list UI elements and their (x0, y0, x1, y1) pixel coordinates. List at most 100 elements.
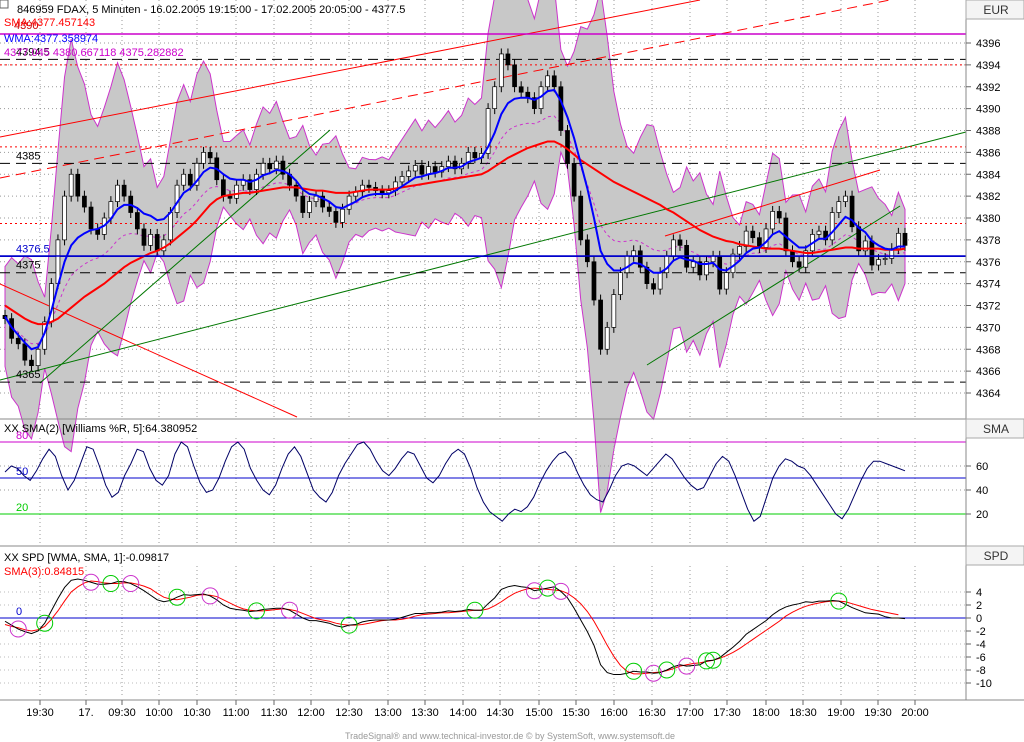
price-tick-label: 4384 (976, 169, 1000, 181)
candle-body (829, 212, 835, 241)
spd-subtitle: SMA(3):0.84815 (4, 566, 84, 578)
williams-level-label: 20 (16, 502, 28, 514)
crossover-circle (36, 614, 54, 632)
candle-body (260, 162, 266, 175)
candle-body (816, 230, 822, 235)
williams-levels: 80 50 20 (0, 430, 966, 515)
right-axes: EUR 4364 4366 4368 4370 4372 4374 4376 4378 4380… (965, 0, 1024, 700)
price-tick-label: 4364 (976, 388, 1000, 400)
crossover-circle (168, 588, 186, 606)
candle-body (532, 97, 537, 109)
candle-body (399, 176, 405, 183)
candle-body (697, 261, 703, 276)
time-tick-label: 13:30 (411, 707, 439, 719)
candle-body (29, 359, 34, 367)
time-tick-label: 17. (78, 707, 93, 719)
crossover-markers (9, 573, 848, 682)
time-tick-label: 16:30 (638, 707, 666, 719)
time-tick-label: 17:00 (676, 707, 704, 719)
candle-body (565, 130, 570, 164)
time-tick-label: 13:00 (374, 707, 402, 719)
candle-body (618, 272, 623, 295)
candle-body (551, 75, 557, 88)
candle-body (68, 173, 74, 197)
candle-body (234, 184, 239, 199)
candle-body (254, 173, 259, 190)
candle-body (505, 53, 511, 66)
candle-body (320, 195, 325, 208)
time-tick-label: 19:30 (26, 707, 54, 719)
candle-body (419, 165, 425, 175)
footer-credit: TradeSignal® and www.technical-investor.… (345, 731, 675, 741)
chart-title: 846959 FDAX, 5 Minuten - 16.02.2005 19:1… (17, 4, 405, 16)
time-tick-label: 17:30 (713, 707, 741, 719)
candle-body (770, 211, 775, 230)
candle-body (611, 294, 617, 328)
candle-body (201, 152, 206, 164)
candle-body (737, 246, 742, 255)
window-menu-icon[interactable] (0, 0, 9, 9)
price-panel: 4394.5 4385 4376.5 4375 4365 846959 FDAX, 5 … (0, 0, 967, 513)
spd-line (4, 578, 906, 676)
crossover-circle (552, 582, 570, 600)
price-tick-label: 4378 (976, 235, 1000, 247)
candle-body (135, 212, 140, 230)
spd-tick-label: 4 (976, 587, 982, 599)
candle-body (690, 261, 696, 268)
williams-title: XX SMA(2) [Williams %R, 5]:64.380952 (4, 423, 197, 435)
candle-body (221, 179, 226, 197)
price-tick-label: 4370 (976, 322, 1000, 334)
spd-tick-label: -6 (976, 652, 986, 664)
candle-body (187, 173, 193, 186)
candle-body (796, 261, 802, 268)
candle-body (247, 179, 253, 190)
price-axis-ticks: 4364 4366 4368 4370 4372 4374 4376 4378 4380 4382… (966, 38, 1000, 400)
candle-body (154, 234, 160, 252)
wma-label: WMA:4377.358974 (4, 33, 98, 45)
spd-tick-label: -10 (976, 678, 992, 690)
candle-body (604, 327, 610, 350)
trend-line-red-right (664, 169, 881, 237)
candle-body (88, 206, 94, 230)
candle-body (843, 195, 848, 202)
spd-tick-label: 0 (976, 613, 982, 625)
candle-body (346, 195, 352, 210)
candle-body (571, 162, 577, 197)
time-tick-label: 15:00 (525, 707, 553, 719)
williams-tick-label: 40 (976, 485, 988, 497)
candle-body (280, 160, 286, 175)
bands-label: 4377.045 4380.667118 4375.282882 (4, 47, 184, 59)
spd-tick-label: -2 (976, 626, 986, 638)
crossover-circle (247, 602, 265, 620)
trend-line-red-dashed (0, 0, 891, 179)
crossover-circle (704, 651, 722, 669)
price-tick-label: 4380 (976, 213, 1000, 225)
time-tick-label: 18:00 (752, 707, 780, 719)
time-tick-label: 16:00 (600, 707, 628, 719)
candle-body (82, 195, 87, 208)
williams-level-label: 50 (16, 466, 28, 478)
crossover-circle (281, 601, 299, 619)
candle-body (498, 53, 504, 88)
candle-body (300, 195, 306, 213)
spd-axis-title: SPD (984, 549, 1009, 563)
price-axis-header (965, 0, 1024, 20)
candle-body (340, 208, 345, 223)
time-tick-label: 12:00 (297, 707, 325, 719)
time-tick-label: 09:30 (108, 707, 136, 719)
spd-panel: 0 XX SPD [WMA, SMA, 1]:-0.09817 SMA(3):0… (0, 545, 1024, 698)
level-label: 4385 (16, 150, 40, 162)
crossover-circle (539, 579, 557, 597)
candle-body (181, 173, 187, 186)
candle-body (35, 348, 41, 367)
crossover-circle (525, 582, 543, 600)
candle-body (836, 201, 842, 213)
candle-body (412, 165, 418, 172)
price-tick-label: 4386 (976, 147, 1000, 159)
williams-axis-header (965, 418, 1024, 439)
candle-body (227, 195, 233, 199)
candle-body (194, 162, 200, 186)
time-tick-label: 15:30 (562, 707, 590, 719)
candle-body (677, 239, 683, 246)
